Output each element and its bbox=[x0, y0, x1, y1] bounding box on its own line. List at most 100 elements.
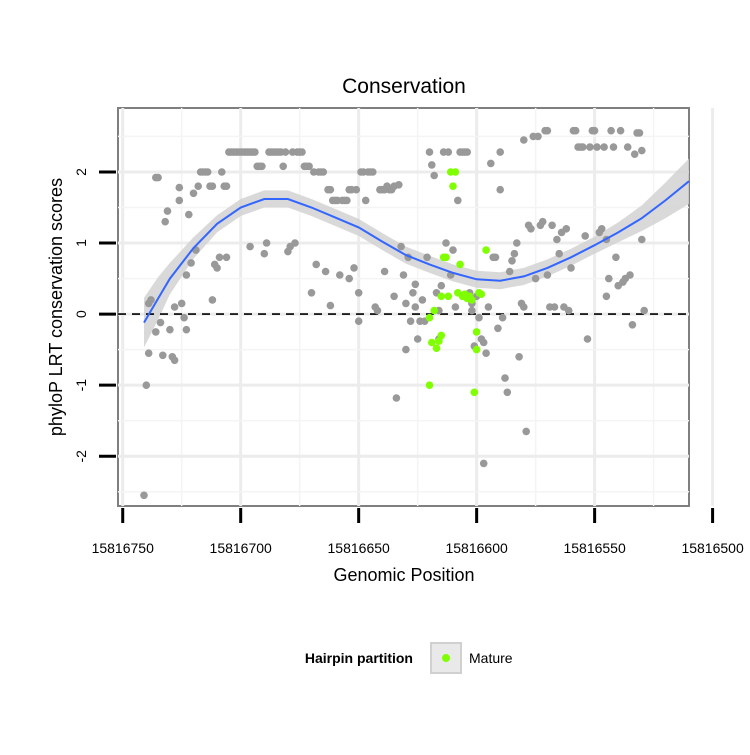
mature-point bbox=[449, 182, 457, 190]
data-point bbox=[343, 196, 351, 205]
data-point bbox=[623, 143, 632, 151]
legend-key-mature bbox=[442, 654, 450, 662]
data-point bbox=[154, 173, 162, 182]
data-point bbox=[607, 126, 615, 135]
mature-point bbox=[451, 168, 460, 176]
data-point bbox=[548, 221, 556, 230]
data-point bbox=[147, 296, 155, 304]
data-point bbox=[208, 296, 217, 304]
data-point bbox=[395, 181, 403, 189]
smooth-curve bbox=[143, 180, 690, 324]
data-point bbox=[246, 242, 254, 251]
grid-lines bbox=[118, 108, 715, 506]
data-point bbox=[543, 126, 552, 135]
data-point bbox=[428, 161, 436, 169]
data-point bbox=[409, 289, 417, 297]
data-point bbox=[491, 253, 500, 262]
data-point bbox=[494, 324, 502, 333]
data-point bbox=[321, 267, 330, 276]
mature-point bbox=[470, 388, 479, 397]
confidence-band bbox=[118, 158, 689, 348]
data-point bbox=[156, 318, 165, 327]
mature-point bbox=[477, 290, 486, 299]
data-point bbox=[262, 239, 271, 247]
data-point bbox=[586, 143, 594, 151]
data-point bbox=[397, 242, 405, 251]
x-tick-label: 15816500 bbox=[681, 540, 744, 556]
data-point bbox=[142, 381, 151, 390]
data-point bbox=[475, 313, 483, 322]
data-point bbox=[182, 271, 191, 279]
data-point bbox=[449, 246, 457, 254]
y-tick-label: -2 bbox=[73, 450, 89, 463]
data-point bbox=[185, 210, 193, 219]
data-point bbox=[180, 313, 188, 322]
data-point bbox=[203, 168, 212, 176]
data-point bbox=[213, 264, 221, 272]
mature-point bbox=[428, 338, 436, 347]
data-point bbox=[144, 349, 153, 358]
data-point bbox=[406, 317, 415, 326]
data-point bbox=[593, 143, 601, 151]
data-point bbox=[628, 321, 637, 329]
data-point bbox=[170, 356, 179, 365]
data-point bbox=[534, 132, 542, 141]
data-point bbox=[597, 225, 606, 233]
data-point bbox=[222, 182, 231, 190]
data-point bbox=[498, 313, 507, 322]
data-point bbox=[175, 183, 184, 192]
data-point bbox=[399, 271, 408, 279]
data-point bbox=[484, 303, 493, 311]
data-point bbox=[336, 271, 344, 279]
x-tick-label: 15816600 bbox=[445, 540, 508, 556]
data-point bbox=[251, 148, 259, 156]
data-point bbox=[454, 196, 462, 205]
data-point bbox=[152, 328, 160, 336]
data-points bbox=[140, 126, 648, 500]
data-point bbox=[208, 182, 217, 190]
y-tick-label: 2 bbox=[73, 168, 89, 176]
data-point bbox=[527, 225, 535, 233]
mature-point bbox=[432, 344, 441, 353]
data-point bbox=[260, 249, 269, 258]
data-point bbox=[451, 303, 460, 311]
y-tick-label: 0 bbox=[73, 310, 89, 318]
data-point bbox=[345, 274, 354, 283]
data-point bbox=[638, 146, 646, 155]
mature-point bbox=[482, 246, 490, 254]
data-point bbox=[354, 317, 363, 326]
x-tick-label: 15816750 bbox=[92, 540, 155, 556]
mature-point bbox=[425, 313, 434, 322]
data-point bbox=[513, 239, 521, 247]
data-point bbox=[571, 126, 580, 135]
data-point bbox=[531, 274, 540, 283]
data-point bbox=[503, 388, 512, 397]
data-point bbox=[583, 335, 592, 343]
data-point bbox=[468, 306, 476, 315]
data-point bbox=[543, 271, 552, 279]
data-point bbox=[319, 168, 328, 176]
data-point bbox=[390, 292, 398, 301]
data-point bbox=[564, 306, 573, 315]
data-point bbox=[479, 338, 488, 347]
data-point bbox=[515, 353, 523, 361]
data-point bbox=[159, 351, 167, 360]
data-point bbox=[350, 264, 358, 272]
data-point bbox=[177, 299, 186, 308]
data-point bbox=[444, 148, 453, 156]
legend-label-mature: Mature bbox=[469, 650, 513, 666]
data-point bbox=[326, 185, 335, 194]
mature-point bbox=[456, 260, 464, 269]
data-point bbox=[194, 182, 202, 190]
data-point bbox=[562, 225, 571, 233]
data-point bbox=[581, 232, 589, 240]
data-point bbox=[616, 126, 625, 135]
data-point bbox=[298, 148, 306, 156]
data-point bbox=[218, 168, 226, 176]
data-point bbox=[590, 126, 599, 135]
data-point bbox=[609, 143, 618, 151]
data-point bbox=[411, 280, 420, 289]
data-point bbox=[163, 207, 172, 215]
data-point bbox=[175, 196, 184, 205]
